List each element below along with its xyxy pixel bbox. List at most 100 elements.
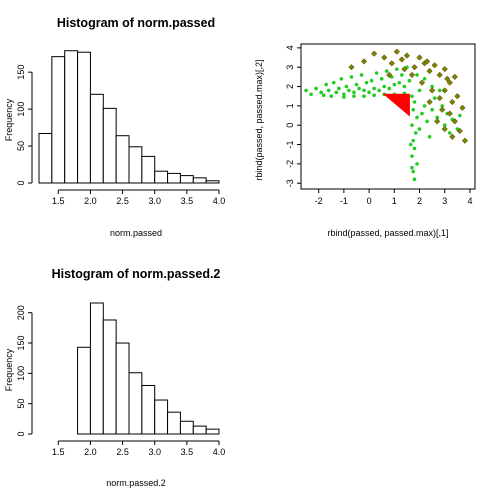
scatter-point <box>413 131 418 135</box>
y-tick-label: 1 <box>285 103 295 108</box>
scatter-point <box>423 58 431 65</box>
scatter-point <box>372 93 376 98</box>
scatter-point <box>412 177 417 182</box>
x-tick-label: -1 <box>340 196 348 206</box>
x-tick-label: 1 <box>392 196 397 206</box>
scatter-point <box>441 125 448 133</box>
scatter-point <box>431 62 438 69</box>
scatter-point <box>434 118 441 125</box>
scatter-triangle-region <box>382 93 410 117</box>
histogram-bar <box>115 135 130 184</box>
scatter-point <box>403 52 411 59</box>
scatter-point <box>386 71 393 79</box>
scatter-point <box>354 82 359 87</box>
scatter-point <box>362 88 366 93</box>
histogram-bar <box>89 302 104 435</box>
scatter-point <box>384 69 389 73</box>
scatter-point <box>449 98 456 106</box>
scatter-point <box>441 87 448 94</box>
scatter-plot-frame <box>300 43 476 190</box>
scatter-point <box>428 87 436 94</box>
scatter-point <box>370 50 378 57</box>
scatter-point <box>410 94 414 98</box>
x-tick-label: 2.0 <box>84 196 97 206</box>
y-tick-label: -3 <box>285 179 295 187</box>
x-tick-label: 0 <box>367 196 372 206</box>
histogram-2-x-axis: 1.5 2.0 2.5 3.0 3.5 4.0 <box>52 440 226 457</box>
scatter-y-axis: -3 -2 -1 0 1 2 3 4 <box>285 45 301 187</box>
histogram-bar <box>64 50 79 184</box>
scatter-point <box>411 169 416 174</box>
scatter-point <box>349 75 354 79</box>
histogram-bar <box>167 172 181 184</box>
histogram-bar <box>128 146 143 184</box>
scatter-point <box>392 82 397 87</box>
scatter-point <box>435 115 439 120</box>
scatter-point <box>344 84 349 89</box>
histogram-bar <box>102 107 117 184</box>
scatter-point <box>415 162 419 166</box>
scatter-point <box>411 107 416 112</box>
scatter-point <box>436 94 443 102</box>
histogram-bar <box>192 425 207 435</box>
scatter-point <box>388 60 395 67</box>
scatter-point <box>398 56 406 63</box>
scatter-point <box>422 104 427 108</box>
histogram-bar <box>77 51 91 184</box>
scatter-point <box>454 93 461 100</box>
histogram-bar <box>205 180 220 184</box>
scatter-point <box>425 119 429 124</box>
scatter-point <box>451 118 458 125</box>
histogram-1-x-label: norm.passed <box>110 228 162 238</box>
scatter-point <box>459 104 466 111</box>
scatter-point <box>451 73 458 81</box>
histogram-bar <box>89 93 104 184</box>
x-tick-label: 3.0 <box>148 447 161 457</box>
scatter-point <box>367 90 371 95</box>
scatter-point <box>408 142 413 147</box>
scatter-point <box>342 92 346 97</box>
x-tick-label: 2.5 <box>116 196 129 206</box>
scatter-point <box>458 113 462 118</box>
scatter-point <box>339 77 344 81</box>
x-tick-label: 4 <box>467 196 472 206</box>
scatter-point <box>422 77 427 81</box>
x-tick-label: 3.5 <box>181 447 194 457</box>
scatter-y-label: rbind(passed, passed.max)[,2] <box>254 59 264 180</box>
histogram-bar <box>154 399 169 435</box>
x-tick-label: 4.0 <box>213 447 226 457</box>
y-tick-label: 200 <box>16 305 26 320</box>
scatter-x-label: rbind(passed, passed.max)[,1] <box>327 228 448 238</box>
scatter-point <box>381 54 388 61</box>
scatter-point <box>412 146 417 151</box>
scatter-point <box>319 90 323 95</box>
histogram-bar <box>205 428 220 435</box>
y-tick-label: 100 <box>16 102 26 117</box>
scatter-point <box>337 86 341 91</box>
x-tick-label: -2 <box>315 196 323 206</box>
scatter-plot: -2 -1 0 1 2 3 4 -3 -2 -1 0 1 2 3 4 rbind(passed, pass… <box>254 43 476 238</box>
scatter-point <box>442 123 447 127</box>
scatter-point <box>411 64 418 71</box>
scatter-point <box>430 107 434 112</box>
scatter-point <box>387 86 392 91</box>
histogram-bar <box>51 56 66 184</box>
scatter-point <box>326 88 331 93</box>
histogram-bar <box>154 170 169 184</box>
histogram-2-y-axis: 0 50 100 150 200 <box>16 305 33 437</box>
scatter-point <box>456 127 464 135</box>
scatter-point <box>439 106 446 113</box>
histogram-1-x-axis: 1.5 2.0 2.5 3.0 3.5 4.0 <box>52 189 225 206</box>
scatter-point <box>401 65 408 73</box>
scatter-point <box>449 133 456 140</box>
scatter-point <box>329 94 334 98</box>
scatter-point <box>426 98 433 106</box>
histogram-1-y-label: Frequency <box>4 98 14 141</box>
scatter-point <box>420 111 424 116</box>
scatter-point <box>321 93 326 98</box>
scatter-point <box>410 154 414 158</box>
y-tick-label: 0 <box>16 180 26 185</box>
scatter-point <box>417 127 422 131</box>
scatter-point <box>357 86 361 91</box>
